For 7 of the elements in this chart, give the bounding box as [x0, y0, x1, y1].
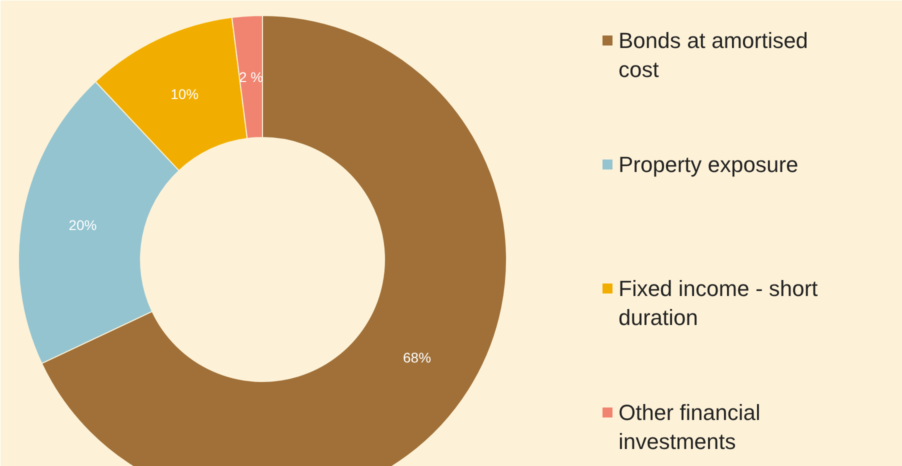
legend-label: Bonds at amortised cost [618, 28, 808, 82]
data-label: 10% [170, 86, 199, 102]
legend-label: Other financial investments [618, 400, 760, 454]
legend-label: Fixed income - short duration [618, 276, 818, 330]
data-label: 20% [68, 217, 97, 234]
data-label: 68% [403, 350, 432, 366]
legend-label: Property exposure [618, 152, 798, 177]
